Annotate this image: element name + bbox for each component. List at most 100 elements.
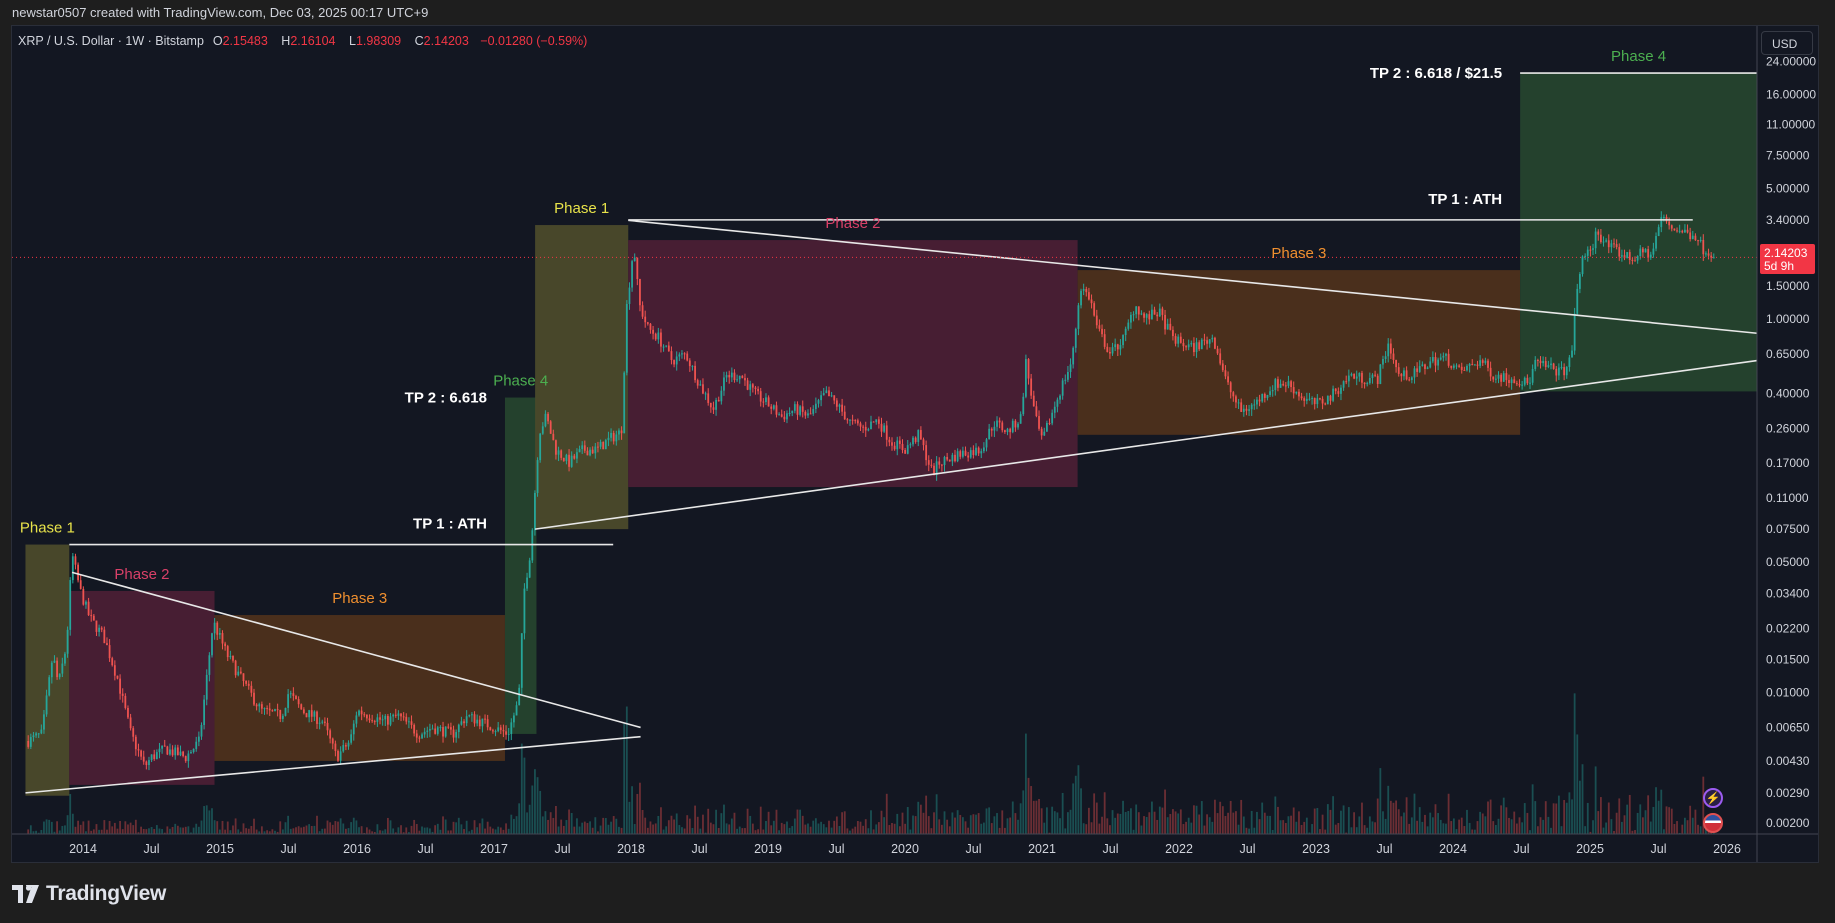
candle-body [1319,398,1321,400]
volume-bar [1557,795,1560,834]
phase-box-phase3 [214,615,505,761]
candle-body [547,413,549,422]
candle-body [352,723,355,735]
volume-bar [896,813,899,834]
candle-body [746,380,749,390]
volume-bar [1694,809,1697,834]
volume-bar [171,826,174,834]
candle-body [85,601,87,605]
volume-bar [956,810,959,834]
volume-bar [402,832,405,834]
time-tick-label: Jul [1103,842,1119,856]
candle-body [211,633,213,656]
volume-bar [1652,806,1655,834]
volume-bar [1046,807,1048,834]
volume-bar [1355,827,1358,834]
trendline [534,359,1758,530]
volume-bar [1484,816,1487,834]
volume-bar [946,819,949,834]
candle-body [1158,308,1161,317]
us-flag-icon[interactable] [1703,813,1723,833]
candle-body [515,705,518,716]
volume-bar [111,826,114,834]
candle-body [176,747,179,756]
tradingview-logo[interactable]: TradingView [12,882,166,906]
candle-body [1628,252,1631,260]
volume-bar [1684,817,1686,834]
volume-bar [1290,815,1292,834]
candle-body [397,713,400,716]
candle-body [560,450,563,458]
candle-body [1463,369,1466,371]
volume-bar [381,830,384,834]
candle-body [1413,368,1416,378]
candle-body [1531,368,1534,383]
candle-body [1500,374,1503,382]
candle-body [728,375,731,378]
volume-bar [872,829,875,834]
volume-bar [124,821,127,834]
candle-body [720,390,723,402]
volume-bar [954,817,956,834]
candle-body [1686,229,1689,233]
candle-body [360,710,363,715]
volume-bar [1382,811,1384,834]
candle-body [938,461,941,465]
volume-bar [1174,811,1177,834]
volume-bar [1035,800,1038,834]
candle-body [901,443,904,451]
candle-body [1316,398,1319,405]
candle-body [917,430,920,442]
candle-body [1597,231,1600,235]
candle-body [253,692,255,705]
candle-body [376,717,379,722]
volume-bar [917,801,920,834]
lightning-icon[interactable]: ⚡ [1703,788,1723,808]
candle-body [775,405,778,415]
volume-bar [1274,796,1277,834]
candle-body [801,406,804,412]
candle-body [1505,373,1508,381]
volume-bar [667,820,670,834]
candle-body [631,261,633,288]
volume-bar [930,828,933,834]
candle-body [410,721,413,725]
candle-body [1494,378,1497,380]
candle-body [1526,377,1529,384]
volume-bar [1135,804,1138,834]
volume-bar [583,821,586,834]
candle-body [1578,274,1581,289]
candle-body [1164,314,1166,330]
volume-bar [82,821,85,834]
volume-bar [1074,775,1077,834]
price-tick-label: 0.00430 [1766,754,1810,768]
candle-body [809,413,812,415]
candle-body [66,629,69,654]
currency-button[interactable]: USD [1761,31,1813,55]
candle-body [570,455,573,467]
volume-bar [1655,787,1657,834]
candle-body [851,419,854,421]
volume-bar [1550,827,1552,834]
volume-bar [1219,801,1222,834]
candle-body [780,414,783,417]
volume-bar [1350,827,1353,834]
candle-body [32,735,35,738]
volume-bar [1358,816,1361,834]
candle-body [450,727,452,730]
volume-bar [184,826,187,834]
candle-body [1077,305,1080,329]
phase-label: Phase 1 [20,520,75,537]
candle-body [1208,339,1211,344]
candle-body [363,714,366,716]
phase-boxes [25,73,1757,796]
candle-body [40,729,43,734]
volume-bar [1003,827,1006,834]
change-value: −0.01280 (−0.59%) [480,34,588,48]
volume-bar [1140,825,1143,834]
volume-bar [1266,815,1269,834]
candle-body [431,728,434,730]
volume-bar [1560,826,1563,834]
volume-bar [134,819,137,834]
